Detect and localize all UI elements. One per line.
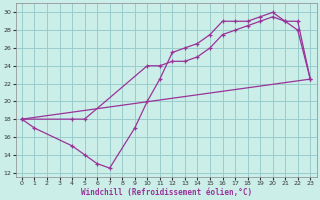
X-axis label: Windchill (Refroidissement éolien,°C): Windchill (Refroidissement éolien,°C) [81, 188, 252, 197]
